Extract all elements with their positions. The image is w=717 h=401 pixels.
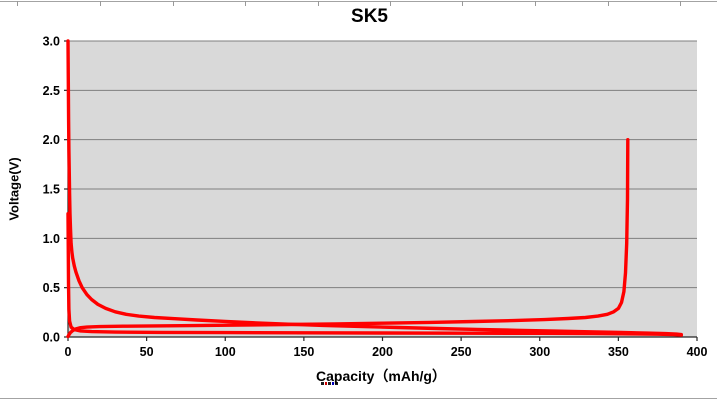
y-tick-label-1.0: 1.0	[43, 232, 60, 246]
y-tick-label-3.0: 3.0	[43, 35, 60, 49]
y-tick-label-1.5: 1.5	[43, 183, 60, 197]
spreadsheet-column-tick	[535, 1, 536, 6]
y-tick-label-0.0: 0.0	[43, 331, 60, 345]
pixel-artifact-dash	[335, 382, 338, 385]
spreadsheet-column-tick	[318, 1, 319, 6]
spreadsheet-bottom-border	[0, 398, 717, 399]
spreadsheet-column-tick	[245, 1, 246, 6]
x-tick-label-350: 350	[608, 345, 629, 359]
x-tick-label-250: 250	[451, 345, 472, 359]
spreadsheet-column-tick	[173, 1, 174, 6]
pixel-artifact-dash	[332, 382, 334, 385]
series-charge-1	[66, 138, 630, 339]
x-tick-label-300: 300	[529, 345, 550, 359]
x-tick-label-100: 100	[215, 345, 236, 359]
x-tick-label-200: 200	[372, 345, 393, 359]
spreadsheet-column-tick	[608, 1, 609, 6]
spreadsheet-column-tick	[680, 1, 681, 6]
x-tick-label-150: 150	[293, 345, 314, 359]
pixel-artifact-dash	[328, 382, 331, 385]
spreadsheet-column-tick	[390, 1, 391, 6]
x-tick-label-0: 0	[65, 345, 72, 359]
spreadsheet-top-border	[0, 1, 717, 2]
chart-title: SK5	[351, 6, 388, 27]
pixel-artifact-dash	[325, 382, 327, 385]
spreadsheet-column-tick	[17, 1, 18, 6]
x-tick-label-50: 50	[140, 345, 154, 359]
pixel-artifact-dash	[321, 382, 324, 385]
series-discharge-2	[66, 212, 683, 337]
y-axis-title: Voltage(V)	[6, 157, 22, 221]
y-tick-label-0.5: 0.5	[43, 281, 60, 295]
x-tick-label-400: 400	[687, 345, 708, 359]
y-tick-label-2.5: 2.5	[43, 84, 60, 98]
spreadsheet-column-tick	[462, 1, 463, 6]
y-tick-label-2.0: 2.0	[43, 133, 60, 147]
spreadsheet-column-tick	[100, 1, 101, 6]
x-axis-title: Capacity（mAh/g）	[316, 368, 446, 384]
series-discharge-1	[66, 39, 683, 337]
